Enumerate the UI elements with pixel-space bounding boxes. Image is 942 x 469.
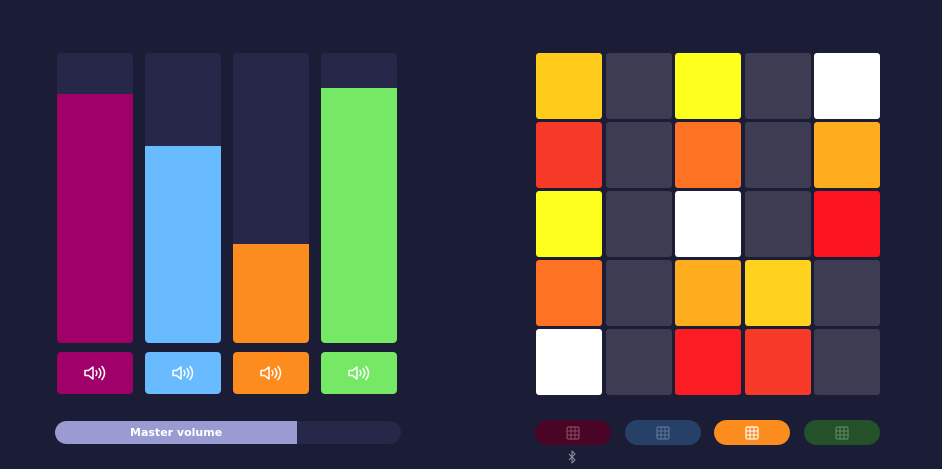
grid-icon — [656, 425, 670, 440]
pad-r3-c1[interactable] — [536, 191, 602, 257]
pad-grid — [536, 53, 880, 395]
pad-r2-c1[interactable] — [536, 122, 602, 188]
channel-2-level-fill — [145, 145, 221, 343]
pad-r1-c3[interactable] — [675, 53, 741, 119]
channel-4-fader[interactable] — [321, 53, 397, 343]
bank-4-button[interactable] — [804, 420, 880, 445]
pad-r3-c2[interactable] — [605, 191, 672, 257]
pad-r2-c2[interactable] — [605, 122, 672, 188]
grid-icon — [835, 425, 849, 440]
pad-r4-c4[interactable] — [744, 260, 811, 326]
pad-r4-c1[interactable] — [536, 260, 602, 326]
speaker-icon — [259, 365, 283, 381]
channel-1-fader[interactable] — [57, 53, 133, 343]
grid-icon — [566, 425, 580, 440]
pad-r1-c4[interactable] — [744, 53, 811, 119]
pad-r5-c5[interactable] — [814, 329, 880, 395]
pad-r3-c4[interactable] — [744, 191, 811, 257]
bluetooth-icon — [568, 450, 576, 464]
pad-r5-c1[interactable] — [536, 329, 602, 395]
pad-r2-c3[interactable] — [675, 122, 741, 188]
channel-2-mute-button[interactable] — [145, 352, 221, 394]
pad-r5-c4[interactable] — [744, 329, 811, 395]
pad-r5-c3[interactable] — [675, 329, 741, 395]
pad-r3-c5[interactable] — [814, 191, 880, 257]
channel-3-fader[interactable] — [233, 53, 309, 343]
pad-r3-c3[interactable] — [675, 191, 741, 257]
bank-1-button[interactable] — [535, 420, 611, 445]
pad-r5-c2[interactable] — [605, 329, 672, 395]
grid-icon — [745, 425, 759, 440]
channel-3-mute-button[interactable] — [233, 352, 309, 394]
pad-r4-c5[interactable] — [814, 260, 880, 326]
master-volume-label: Master volume — [130, 426, 223, 439]
channel-4-level-fill — [321, 87, 397, 343]
channel-1-mute-button[interactable] — [57, 352, 133, 394]
master-volume-slider[interactable]: Master volume — [55, 421, 401, 444]
bank-2-button[interactable] — [625, 420, 701, 445]
channel-1-level-fill — [57, 93, 133, 343]
pad-r1-c1[interactable] — [536, 53, 602, 119]
channel-4-mute-button[interactable] — [321, 352, 397, 394]
speaker-icon — [171, 365, 195, 381]
bank-3-button[interactable] — [714, 420, 790, 445]
pad-r4-c2[interactable] — [605, 260, 672, 326]
channel-2-fader[interactable] — [145, 53, 221, 343]
pad-r4-c3[interactable] — [675, 260, 741, 326]
master-volume-fill — [55, 421, 298, 444]
pad-r2-c4[interactable] — [744, 122, 811, 188]
speaker-icon — [83, 365, 107, 381]
pad-r1-c5[interactable] — [814, 53, 880, 119]
pad-r2-c5[interactable] — [814, 122, 880, 188]
channel-3-level-fill — [233, 244, 309, 343]
speaker-icon — [347, 365, 371, 381]
pad-r1-c2[interactable] — [605, 53, 672, 119]
